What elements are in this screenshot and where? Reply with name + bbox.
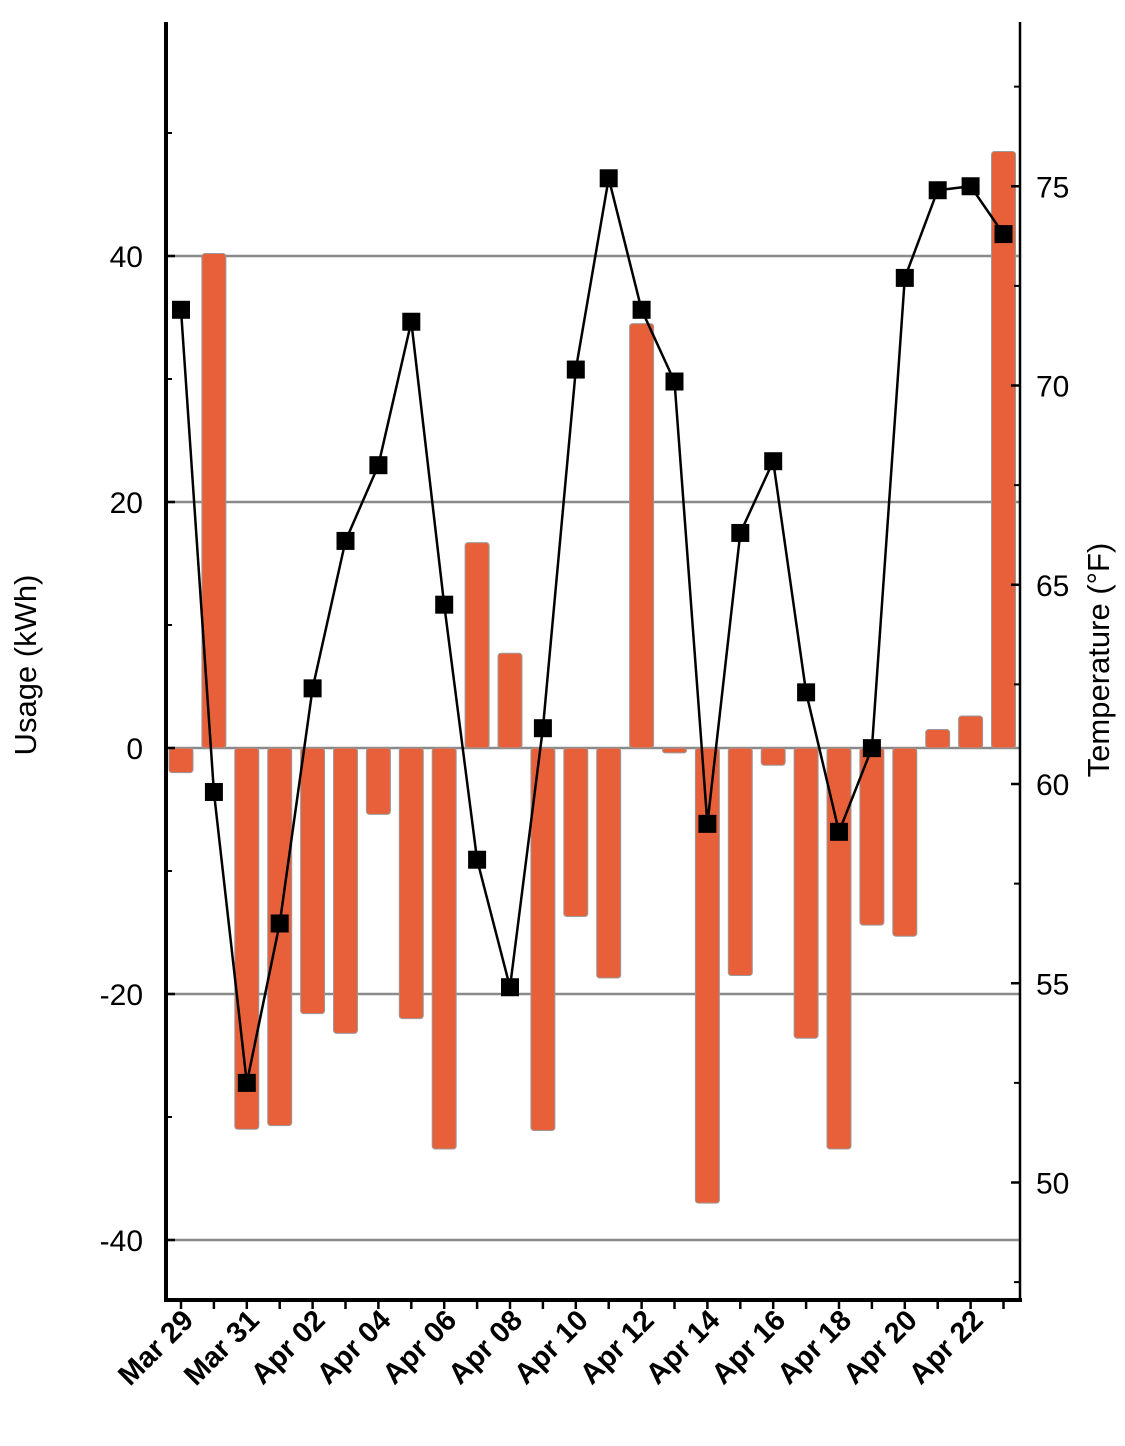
temperature-point: [698, 814, 717, 833]
usage-bar: [662, 747, 687, 754]
usage-bar: [563, 747, 589, 918]
left-axis-title: Usage (kWh): [8, 575, 43, 756]
temperature-point: [961, 177, 980, 196]
temperature-point: [797, 683, 816, 702]
temperature-point: [172, 300, 190, 319]
temperature-point: [303, 679, 322, 698]
right-axis-ticks: 50 55 60 65 70 75: [1011, 85, 1069, 1284]
usage-bar: [760, 747, 786, 766]
usage-bar: [991, 150, 1016, 749]
x-tick-label: Apr 16: [706, 1304, 792, 1390]
x-tick-label: Apr 08: [442, 1304, 528, 1390]
usage-bar: [793, 747, 819, 1039]
temperature-line-layer: [172, 169, 1013, 1092]
temperature-point: [994, 225, 1013, 244]
usage-bar: [892, 747, 918, 937]
temperature-point: [435, 595, 454, 614]
temperature-point: [632, 300, 651, 319]
temperature-point: [204, 782, 223, 801]
left-tick-label: -20: [100, 979, 143, 1012]
temperature-point: [731, 523, 750, 542]
x-tick-label: Mar 31: [178, 1304, 266, 1392]
left-tick-label: -40: [100, 1225, 143, 1258]
temperature-point: [402, 312, 421, 331]
usage-bar: [958, 715, 984, 749]
x-tick-label: Apr 22: [903, 1304, 989, 1390]
usage-bar: [596, 747, 622, 979]
temperature-point: [369, 456, 388, 475]
usage-bar: [464, 542, 490, 749]
usage-bars: [168, 150, 1016, 1204]
usage-bar: [530, 747, 556, 1132]
usage-bar: [859, 747, 885, 926]
temperature-point: [830, 822, 848, 841]
usage-bar: [727, 747, 753, 977]
gridlines: [166, 254, 1020, 1242]
temperature-point: [764, 452, 783, 471]
usage-bar: [629, 323, 655, 749]
left-axis-ticks: -40 -20 0 20 40: [100, 132, 175, 1258]
left-tick-label: 40: [110, 241, 143, 274]
temperature-point: [566, 360, 585, 379]
right-tick-label: 75: [1036, 171, 1069, 204]
usage-bar: [168, 747, 194, 774]
temperature-point: [928, 181, 947, 200]
x-tick-label: Apr 18: [771, 1304, 857, 1390]
axes: [164, 22, 1022, 1302]
usage-bar: [398, 747, 424, 1020]
usage-bar: [333, 747, 358, 1034]
x-tick-label: Apr 20: [837, 1304, 923, 1390]
usage-bar: [694, 747, 720, 1204]
temperature-point: [468, 850, 487, 869]
usage-bar: [497, 652, 523, 749]
right-axis-title: Temperature (°F): [1081, 543, 1116, 778]
left-tick-label: 0: [126, 733, 143, 766]
x-tick-label: Apr 02: [245, 1304, 331, 1390]
usage-bar: [300, 747, 326, 1015]
temperature-line: [179, 177, 1005, 1084]
temperature-point: [599, 169, 618, 188]
x-tick-label: Apr 12: [574, 1304, 660, 1390]
temperature-point: [336, 531, 355, 550]
temperature-point: [501, 978, 519, 997]
right-tick-label: 60: [1036, 769, 1069, 802]
temperature-point: [862, 739, 881, 758]
x-tick-label: Apr 10: [508, 1304, 594, 1390]
right-tick-label: 50: [1036, 1168, 1069, 1201]
right-tick-label: 65: [1036, 570, 1069, 603]
temperature-point: [533, 719, 552, 738]
temperature-point: [237, 1073, 256, 1092]
right-tick-label: 70: [1036, 371, 1069, 404]
usage-bar: [365, 747, 391, 815]
x-tick-label: Apr 04: [311, 1304, 397, 1390]
temperature-point: [270, 914, 289, 933]
usage-bar: [431, 747, 457, 1150]
x-tick-label: Apr 14: [640, 1304, 726, 1390]
temperature-point: [895, 268, 914, 287]
temperature-point: [665, 372, 684, 391]
usage-bar: [925, 729, 951, 749]
usage-bar: [267, 747, 293, 1127]
usage-bar: [201, 253, 227, 749]
usage-bar: [826, 747, 852, 1150]
right-tick-label: 55: [1036, 968, 1069, 1001]
x-tick-label: Apr 06: [377, 1304, 463, 1390]
left-tick-label: 20: [110, 487, 143, 520]
